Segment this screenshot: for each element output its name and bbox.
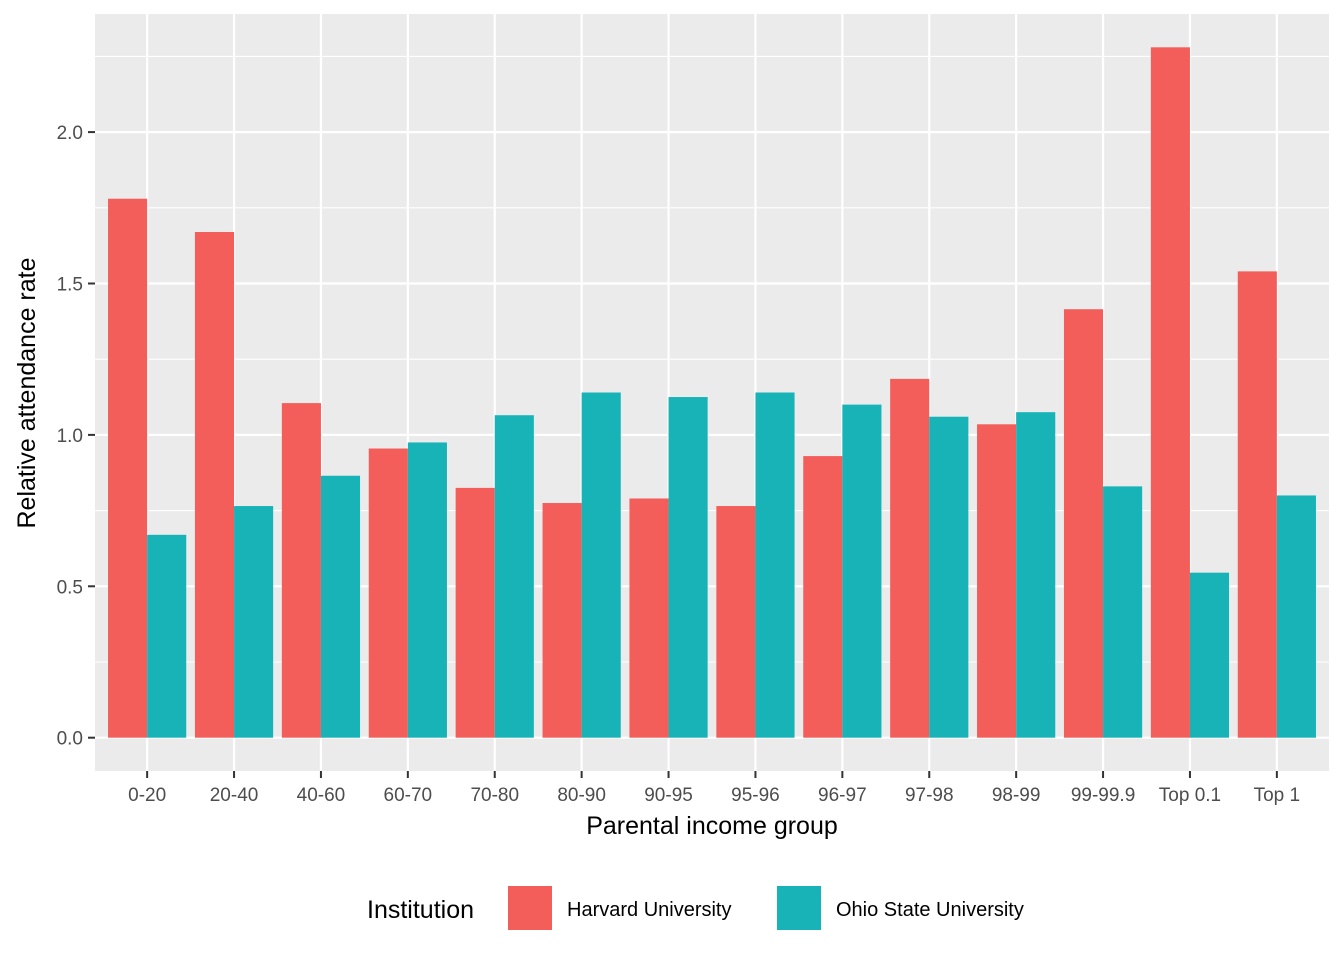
y-axis-title: Relative attendance rate [13, 257, 41, 528]
bar-ohio-state-40-60 [320, 475, 361, 738]
x-tick-label: 97-98 [905, 785, 954, 806]
x-tick-label: 40-60 [297, 785, 346, 806]
y-tick-label: 0.5 [57, 577, 83, 598]
legend-title: Institution [367, 896, 474, 924]
bar-harvard-98-99 [977, 424, 1017, 738]
legend-key-harvard [508, 886, 552, 930]
bar-ohio-state-0-20 [147, 534, 187, 738]
x-tick-label: 99-99.9 [1071, 785, 1135, 806]
legend: Institution Harvard University Ohio Stat… [367, 886, 1024, 930]
bar-harvard-40-60 [281, 403, 321, 738]
x-tick-label: 60-70 [384, 785, 433, 806]
bar-harvard-60-70 [368, 448, 408, 738]
plot-panel [95, 14, 1329, 771]
bar-ohio-state-top-1 [1276, 495, 1316, 738]
bar-ohio-state-97-98 [929, 416, 969, 738]
bar-ohio-state-98-99 [1016, 412, 1056, 738]
y-tick-label: 2.0 [57, 123, 83, 144]
x-tick-label: 70-80 [470, 785, 519, 806]
bar-harvard-70-80 [455, 487, 495, 738]
bar-harvard-95-96 [716, 506, 756, 738]
x-tick-label: 90-95 [644, 785, 693, 806]
bar-harvard-96-97 [803, 456, 843, 738]
bar-ohio-state-60-70 [407, 442, 447, 738]
bars [108, 47, 1316, 738]
bar-ohio-state-80-90 [581, 392, 621, 738]
bar-ohio-state-99-99.9 [1103, 486, 1143, 738]
bar-harvard-20-40 [194, 232, 235, 738]
x-tick-label: Top 0.1 [1159, 785, 1221, 806]
legend-label-harvard: Harvard University [567, 899, 731, 921]
y-tick-label: 1.0 [57, 426, 83, 447]
x-tick-label: 98-99 [992, 785, 1041, 806]
bar-ohio-state-top-0.1 [1189, 572, 1230, 738]
y-tick-label: 0.0 [57, 729, 83, 750]
bar-harvard-0-20 [108, 198, 148, 738]
bar-ohio-state-95-96 [755, 392, 795, 738]
bar-ohio-state-70-80 [494, 415, 534, 738]
bar-harvard-top-0.1 [1150, 47, 1190, 738]
bar-ohio-state-20-40 [234, 506, 274, 738]
x-axis: 0-20 20-40 40-60 60-70 70-80 80-90 90-95 95-96 9… [128, 771, 1300, 806]
x-tick-label: 96-97 [818, 785, 867, 806]
x-tick-label: 80-90 [557, 785, 606, 806]
bar-ohio-state-90-95 [668, 397, 708, 738]
x-tick-label: 20-40 [210, 785, 259, 806]
x-axis-title: Parental income group [586, 812, 838, 840]
bar-harvard-97-98 [890, 378, 930, 738]
y-tick-label: 1.5 [57, 274, 83, 295]
legend-key-ohio-state [777, 886, 821, 930]
x-tick-label: 0-20 [128, 785, 166, 806]
bar-ohio-state-96-97 [842, 404, 882, 738]
x-tick-label: Top 1 [1254, 785, 1300, 806]
bar-harvard-99-99.9 [1063, 309, 1104, 738]
bar-harvard-top-1 [1237, 271, 1277, 738]
x-tick-label: 95-96 [731, 785, 780, 806]
bar-harvard-80-90 [542, 503, 582, 738]
legend-label-ohio-state: Ohio State University [836, 899, 1024, 921]
bar-harvard-90-95 [629, 498, 669, 738]
y-axis: 0.0 0.5 1.0 1.5 2.0 [57, 123, 95, 750]
